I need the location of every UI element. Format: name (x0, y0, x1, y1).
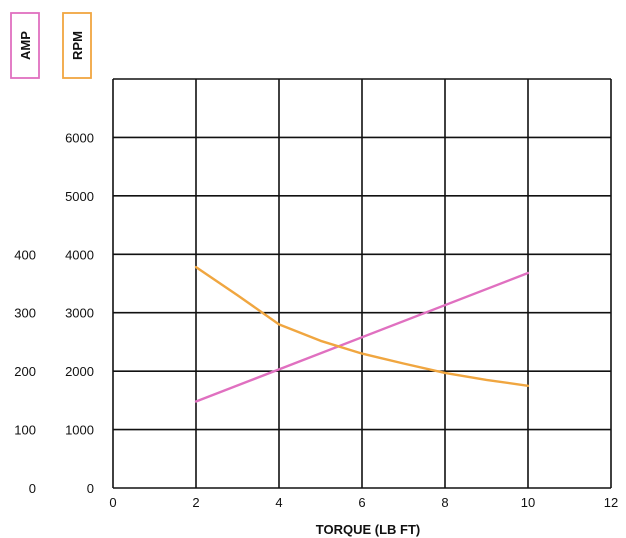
amp-tick-label-400: 400 (14, 247, 36, 262)
legend-box-rpm (62, 12, 92, 79)
grid (112, 78, 612, 489)
x-tick-label-4: 4 (275, 495, 282, 510)
rpm-axis: 0 1000 2000 3000 4000 5000 6000 (65, 130, 94, 496)
x-tick-label-2: 2 (192, 495, 199, 510)
rpm-tick-label-4000: 4000 (65, 247, 94, 262)
amp-axis: 0 100 200 300 400 (14, 247, 36, 496)
amp-tick-label-100: 100 (14, 423, 36, 438)
x-tick-label-12: 12 (604, 495, 618, 510)
amp-tick-label-200: 200 (14, 364, 36, 379)
legend-label-amp: AMP (18, 31, 33, 60)
rpm-tick-label-0: 0 (87, 481, 94, 496)
series-layer (194, 265, 530, 403)
x-tick-label-8: 8 (441, 495, 448, 510)
legend-label-rpm: RPM (70, 31, 85, 60)
series-line-amp (194, 271, 530, 403)
rpm-tick-label-5000: 5000 (65, 189, 94, 204)
amp-tick-label-0: 0 (29, 481, 36, 496)
rpm-tick-label-2000: 2000 (65, 364, 94, 379)
legend-box-amp (10, 12, 40, 79)
rpm-tick-label-1000: 1000 (65, 423, 94, 438)
amp-tick-label-300: 300 (14, 306, 36, 321)
rpm-tick-label-3000: 3000 (65, 306, 94, 321)
x-tick-label-0: 0 (109, 495, 116, 510)
x-tick-label-10: 10 (521, 495, 535, 510)
series-line-rpm (194, 265, 530, 387)
rpm-tick-label-6000: 6000 (65, 130, 94, 145)
x-axis: 0 2 4 6 8 10 12 (109, 495, 618, 510)
legend: AMP RPM (10, 12, 92, 79)
x-axis-title: TORQUE (LB FT) (316, 522, 420, 537)
x-tick-label-6: 6 (358, 495, 365, 510)
